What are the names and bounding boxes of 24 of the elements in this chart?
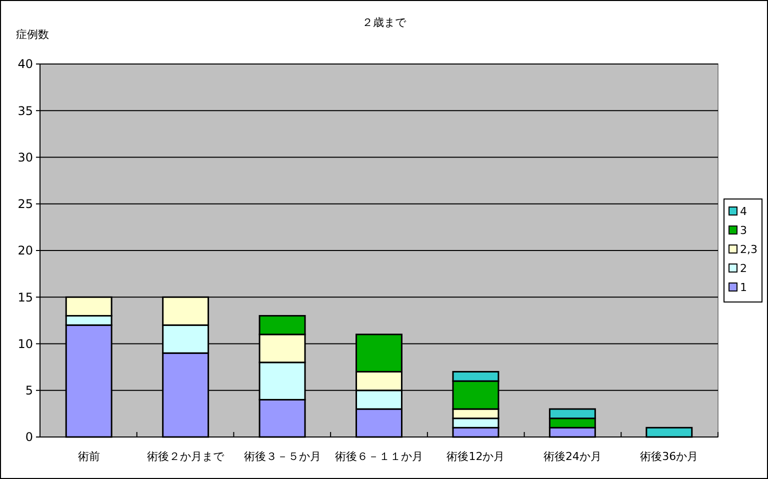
y-tick-label: 30 — [18, 150, 33, 164]
x-tick-label: 術後36か月 — [640, 450, 698, 463]
x-tick-label: 術後３－５か月 — [244, 450, 321, 463]
legend-label: 4 — [740, 204, 747, 218]
y-tick-label: 10 — [18, 336, 33, 351]
y-tick-label: 35 — [18, 104, 33, 118]
x-tick-label: 術後12か月 — [446, 450, 505, 463]
y-tick-label: 0 — [25, 430, 33, 444]
legend-label: 3 — [740, 224, 747, 237]
x-tick-label: 術後24か月 — [543, 450, 602, 463]
x-tick-label: 術前 — [78, 450, 100, 463]
y-tick-label: 5 — [25, 384, 33, 398]
bar — [646, 426, 693, 438]
chart-title: ２歳まで — [362, 16, 407, 29]
x-tick-label: 術後６－１１か月 — [335, 450, 423, 463]
legend-label: 2 — [740, 262, 747, 275]
x-tick-label: 術後２か月まで — [147, 450, 226, 463]
y-tick-label: 20 — [18, 244, 33, 258]
legend-label: 2,3 — [740, 242, 758, 256]
y-tick-label: 25 — [18, 197, 33, 212]
legend-label: 1 — [740, 280, 747, 294]
y-tick-label: 15 — [18, 290, 33, 304]
y-axis-title: 症例数 — [16, 28, 49, 41]
y-tick-label: 40 — [18, 57, 33, 72]
